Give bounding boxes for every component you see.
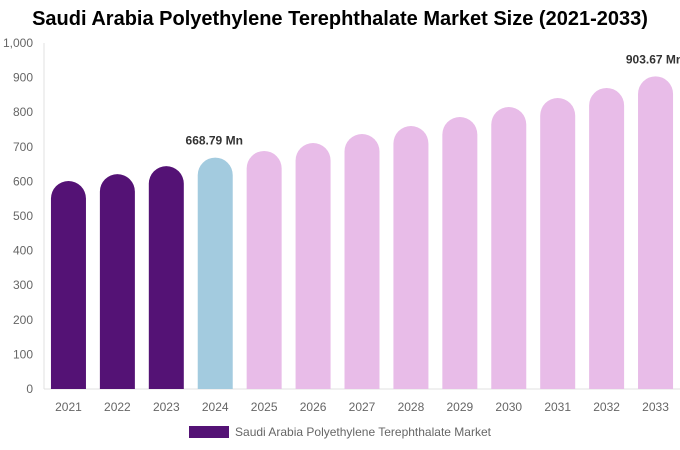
bar-2033	[638, 76, 674, 390]
bar-2022	[99, 174, 135, 389]
x-tick-label: 2022	[104, 400, 131, 414]
chart-title: Saudi Arabia Polyethylene Terephthalate …	[32, 8, 648, 30]
legend-swatch	[189, 426, 230, 438]
y-tick-label: 600	[13, 174, 33, 188]
bar-2025	[246, 150, 282, 389]
x-tick-label: 2026	[300, 400, 327, 414]
data-label-2033: 903.67 Mn	[626, 52, 680, 66]
y-tick-label: 0	[26, 382, 33, 396]
x-tick-label: 2028	[398, 400, 425, 414]
legend-label: Saudi Arabia Polyethylene Terephthalate …	[235, 425, 491, 439]
y-tick-label: 900	[13, 71, 33, 85]
bar-2029	[442, 117, 478, 389]
x-tick-label: 2030	[495, 400, 522, 414]
x-tick-label: 2029	[446, 400, 473, 414]
y-tick-label: 200	[13, 313, 33, 327]
bar-2026	[295, 142, 331, 389]
bar-2028	[393, 126, 429, 389]
bar-2032	[589, 87, 625, 389]
y-tick-label: 400	[13, 244, 33, 258]
x-tick-label: 2021	[55, 400, 82, 414]
x-tick-label: 2031	[544, 400, 571, 414]
bar-2023	[148, 166, 184, 389]
bar-2031	[540, 98, 576, 389]
y-tick-label: 1,000	[3, 36, 33, 50]
y-tick-label: 500	[13, 209, 33, 223]
bar-2027	[344, 133, 380, 389]
x-tick-label: 2024	[202, 400, 229, 414]
x-tick-label: 2032	[593, 400, 620, 414]
bar-2030	[491, 107, 527, 389]
y-tick-label: 300	[13, 278, 33, 292]
y-tick-label: 800	[13, 105, 33, 119]
y-tick-label: 100	[13, 347, 33, 361]
bar-2021	[50, 181, 86, 389]
bar-2024	[197, 157, 233, 389]
y-tick-label: 700	[13, 140, 33, 154]
x-tick-label: 2025	[251, 400, 278, 414]
x-tick-label: 2027	[349, 400, 376, 414]
data-label-2024: 668.79 Mn	[186, 134, 243, 148]
x-tick-label: 2023	[153, 400, 180, 414]
x-tick-label: 2033	[642, 400, 669, 414]
legend[interactable]: Saudi Arabia Polyethylene Terephthalate …	[0, 425, 680, 439]
